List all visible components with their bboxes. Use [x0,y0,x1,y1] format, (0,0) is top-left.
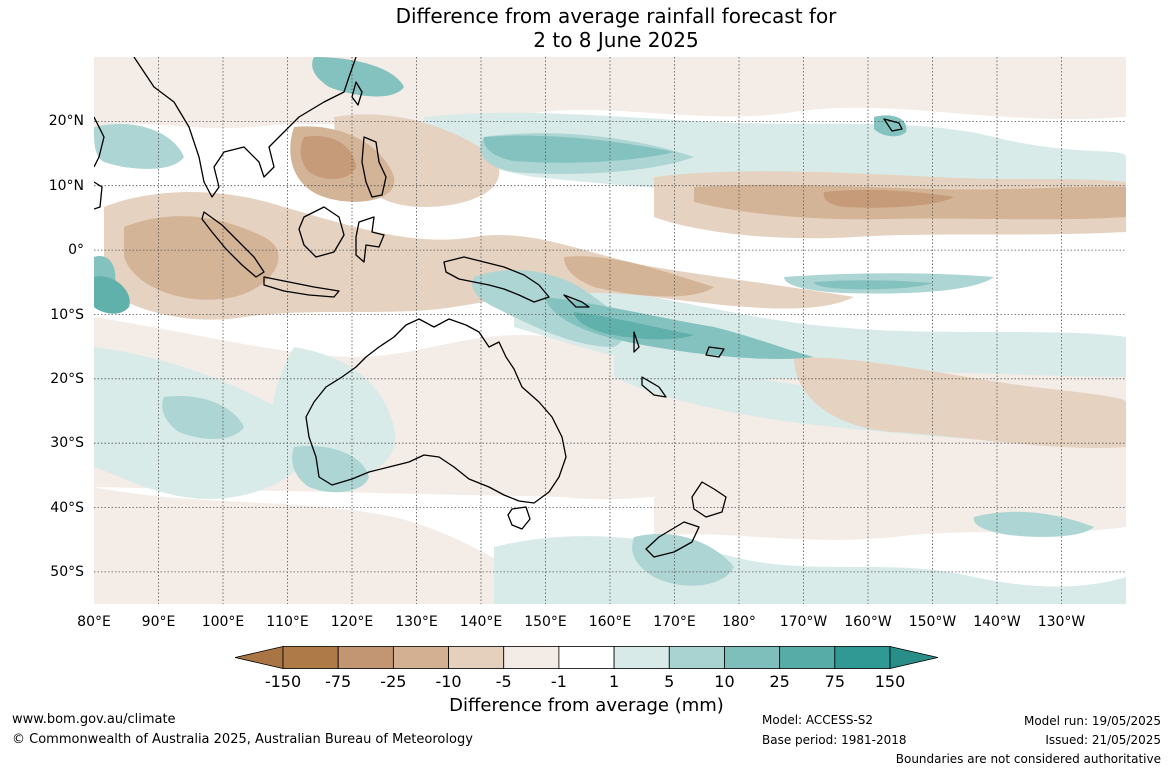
footer-model-run: Model run: 19/05/2025 [1023,714,1161,728]
colorbar [234,645,939,670]
colorbar-segment [558,646,615,669]
colorbar-segment [724,646,781,669]
lon-label-140e: 140°E [459,614,503,630]
colorbar-svg [234,645,939,670]
lon-label-170w: 170°W [779,614,828,630]
lat-label-20n: 20°N [48,113,84,130]
lon-label-150e: 150°E [524,614,567,630]
colorbar-tick-label: -150 [264,672,302,691]
coastlines [94,57,903,558]
colorbar-tick-label: 75 [824,672,845,691]
colorbar-segment [834,646,891,669]
colorbar-tick-label: 25 [769,672,790,691]
lon-label-160w: 160°W [844,614,892,630]
colorbar-segment [779,646,836,669]
footer-website: www.bom.gov.au/climate [12,712,176,727]
lon-label-100e: 100°E [201,614,245,630]
lat-label-10n: 10°N [48,177,84,194]
lon-label-180: 180° [722,614,756,630]
colorbar-tick-label: -5 [495,672,512,691]
colorbar-tick-label: 1 [608,672,620,691]
lat-label-30s: 30°S [50,435,84,452]
colorbar-tick-label: 150 [874,672,906,691]
lon-label-130e: 130°E [395,614,438,630]
colorbar-extend-high [889,645,939,670]
footer-model: Model: ACCESS-S2 [762,713,874,727]
title-line-2: 2 to 8 June 2025 [533,28,699,52]
colorbar-segment [282,646,339,669]
lon-label-90e: 90°E [141,614,176,630]
rainfall-map [94,57,1126,604]
rainfall-map-svg [94,57,1126,604]
colorbar-segment [337,646,394,669]
footer-copyright: © Commonwealth of Australia 2025, Austra… [12,732,473,747]
title-line-1: Difference from average rainfall forecas… [395,4,837,28]
lon-label-80e: 80°E [77,614,111,630]
lat-label-10s: 10°S [50,306,84,323]
lat-label-40s: 40°S [50,499,84,516]
footer-issued: Issued: 21/05/2025 [1045,733,1161,747]
footer-disclaimer: Boundaries are not considered authoritat… [895,752,1161,766]
colorbar-tick-label: -10 [435,672,462,691]
lon-label-140w: 140°W [973,614,1021,630]
graticule [94,57,1126,604]
colorbar-extend-low [234,645,284,670]
colorbar-segment [448,646,505,669]
colorbar-label: Difference from average (mm) [449,695,724,716]
lon-label-110e: 110°E [266,614,309,630]
lat-label-20s: 20°S [50,370,84,387]
colorbar-segment [613,646,670,669]
colorbar-tick-label: 10 [714,672,735,691]
lon-label-120e: 120°E [330,614,374,630]
colorbar-tick-label: -75 [325,672,352,691]
colorbar-segment [503,646,560,669]
lat-label-0: 0° [68,242,84,259]
lat-label-50s: 50°S [50,563,84,580]
lon-label-170e: 170°E [653,614,696,630]
lon-label-130w: 130°W [1037,614,1086,630]
colorbar-segment [668,646,725,669]
colorbar-tick-label: -1 [550,672,567,691]
colorbar-tick-label: 5 [664,672,675,691]
lon-label-160e: 160°E [588,614,632,630]
lon-label-150w: 150°W [908,614,957,630]
map-title: Difference from average rainfall forecas… [0,4,1173,52]
colorbar-segment [392,646,449,669]
footer-base-period: Base period: 1981-2018 [762,733,907,747]
colorbar-tick-label: -25 [380,672,407,691]
